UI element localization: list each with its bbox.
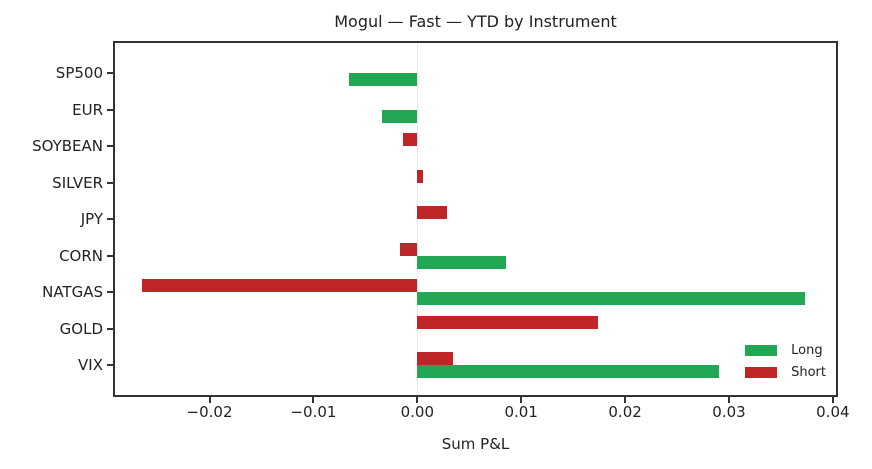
y-tick-label: SILVER xyxy=(52,173,103,192)
legend-swatch xyxy=(745,366,778,378)
bar-long-corn xyxy=(417,255,506,269)
x-tick xyxy=(624,397,627,403)
x-tick-label: −0.01 xyxy=(290,403,337,421)
y-tick xyxy=(107,108,113,111)
x-tick-label: 0.03 xyxy=(712,403,746,421)
x-tick-label: −0.02 xyxy=(186,403,233,421)
y-tick-label: EUR xyxy=(72,100,103,119)
bar-short-silver xyxy=(417,169,423,183)
x-tick-label: 0.00 xyxy=(400,403,435,421)
y-tick xyxy=(107,145,113,147)
bar-long-vix xyxy=(417,365,719,378)
y-tick xyxy=(107,291,113,293)
y-tick-label: NATGAS xyxy=(42,283,103,301)
x-tick xyxy=(416,397,419,403)
bar-short-natgas xyxy=(142,279,418,292)
x-tick xyxy=(520,397,523,403)
y-tick xyxy=(107,254,113,257)
y-tick xyxy=(107,218,113,220)
legend-label: Short xyxy=(791,364,826,380)
x-tick xyxy=(312,397,315,403)
legend-label: Long xyxy=(791,342,823,358)
bar-short-gold xyxy=(417,315,599,329)
y-tick-label: CORN xyxy=(59,246,103,265)
x-tick-label: 0.04 xyxy=(816,403,850,421)
y-tick-label: VIX xyxy=(78,356,103,374)
legend-item-long: Long xyxy=(745,339,826,361)
y-tick-label: GOLD xyxy=(59,319,103,338)
legend-item-short: Short xyxy=(745,361,826,383)
x-tick-label: 0.02 xyxy=(608,403,642,421)
bar-long-sp500 xyxy=(348,73,418,86)
plot-area: SP500 EUR SOYBEAN SILVER JPY CORN NATGAS GOLD VI… xyxy=(32,41,850,421)
zero-reference-line xyxy=(417,43,419,395)
y-tick-label: SOYBEAN xyxy=(32,137,103,155)
y-tick-label: SP500 xyxy=(55,64,103,82)
bar-long-eur xyxy=(381,109,418,123)
x-tick xyxy=(727,397,730,403)
y-tick xyxy=(107,72,113,74)
chart-title: Mogul — Fast — YTD by Instrument xyxy=(334,12,617,31)
bar-short-soybean xyxy=(402,133,418,146)
y-tick xyxy=(107,327,113,330)
bar-short-corn xyxy=(399,242,418,256)
x-tick xyxy=(831,397,834,403)
x-tick xyxy=(208,397,211,403)
bar-long-natgas xyxy=(417,292,805,305)
bar-short-vix xyxy=(417,352,453,365)
y-tick-label: JPY xyxy=(80,210,103,228)
y-tick xyxy=(107,364,113,366)
y-tick xyxy=(107,181,113,184)
bar-short-jpy xyxy=(417,206,448,219)
x-axis-title: Sum P&L xyxy=(441,435,510,453)
legend: Long Short xyxy=(745,339,826,383)
legend-swatch xyxy=(745,344,778,356)
x-tick-label: 0.01 xyxy=(504,403,538,421)
